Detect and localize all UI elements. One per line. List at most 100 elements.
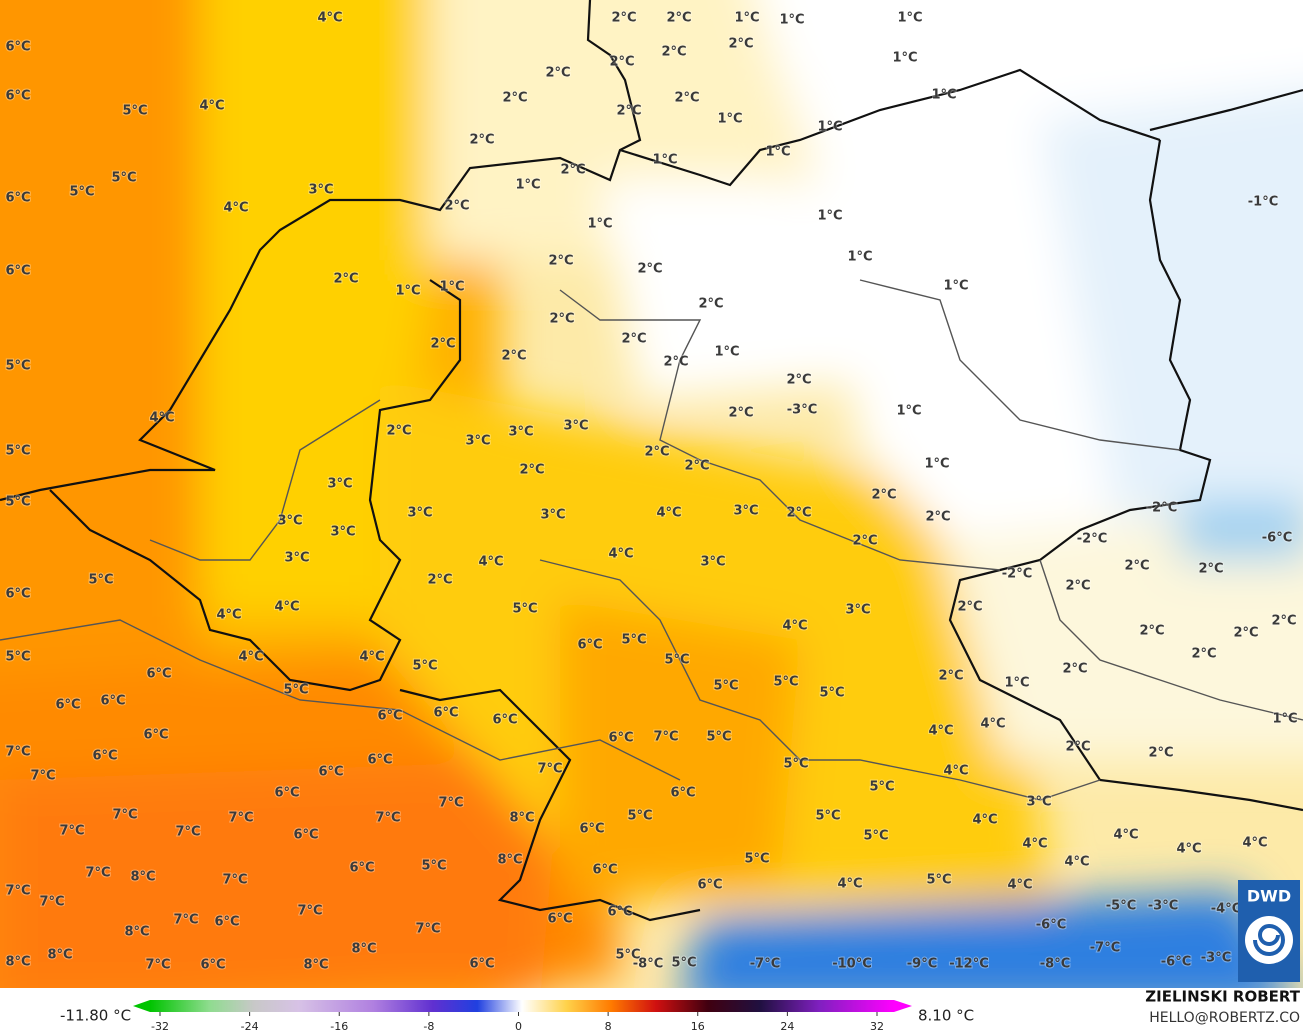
temp-label: 2°C xyxy=(674,91,699,106)
temp-label: 1°C xyxy=(897,11,922,26)
temp-label: 5°C xyxy=(815,809,840,824)
temp-label: 8°C xyxy=(5,955,30,970)
temp-label: 5°C xyxy=(88,573,113,588)
temp-label: 5°C xyxy=(773,675,798,690)
temp-label: -3°C xyxy=(787,403,817,418)
temp-label: 1°C xyxy=(395,284,420,299)
temp-label: 2°C xyxy=(1124,559,1149,574)
temp-label: 2°C xyxy=(560,163,585,178)
temp-label: -2°C xyxy=(1002,567,1032,582)
colorbar-tick-label: -8 xyxy=(423,1020,434,1033)
temp-label: 2°C xyxy=(786,373,811,388)
temp-label: 2°C xyxy=(637,262,662,277)
temp-label: 2°C xyxy=(548,254,573,269)
temp-label: 5°C xyxy=(5,359,30,374)
temp-label: 3°C xyxy=(465,434,490,449)
colorbar-low-end xyxy=(133,1000,150,1012)
temp-label: 7°C xyxy=(297,904,322,919)
temp-label: 2°C xyxy=(698,297,723,312)
temp-label: 7°C xyxy=(228,811,253,826)
temp-label: 4°C xyxy=(1176,842,1201,857)
temp-label: 6°C xyxy=(492,713,517,728)
temp-label: 3°C xyxy=(327,477,352,492)
temp-label: 6°C xyxy=(92,749,117,764)
temp-label: 7°C xyxy=(537,762,562,777)
temp-label: 2°C xyxy=(1148,746,1173,761)
colorbar-tick-label: 32 xyxy=(870,1020,884,1033)
temp-label: 4°C xyxy=(1007,878,1032,893)
temp-label: 5°C xyxy=(5,444,30,459)
temp-label: 2°C xyxy=(1191,647,1216,662)
legend-max: 8.10 °C xyxy=(918,1007,974,1025)
temp-label: 4°C xyxy=(972,813,997,828)
temp-label: 3°C xyxy=(1026,795,1051,810)
temp-label: 7°C xyxy=(5,745,30,760)
temp-label: 7°C xyxy=(145,958,170,973)
temp-label: 4°C xyxy=(216,608,241,623)
temp-label: 4°C xyxy=(1242,836,1267,851)
temp-label: 2°C xyxy=(661,45,686,60)
temp-label: 6°C xyxy=(318,765,343,780)
temp-label: 2°C xyxy=(430,337,455,352)
temp-label: 3°C xyxy=(508,425,533,440)
temp-label: 6°C xyxy=(214,915,239,930)
temp-label: 7°C xyxy=(222,873,247,888)
temp-label: 5°C xyxy=(713,679,738,694)
temp-label: 2°C xyxy=(621,332,646,347)
temp-label: 1°C xyxy=(1272,712,1297,727)
temp-label: 5°C xyxy=(664,653,689,668)
temp-label: 1°C xyxy=(765,145,790,160)
temp-label: 5°C xyxy=(69,185,94,200)
temp-label: -2°C xyxy=(1147,501,1177,516)
temp-label: 6°C xyxy=(274,786,299,801)
credit-email: HELLO@ROBERTZ.CO xyxy=(1149,1010,1300,1026)
colorbar-tick-label: -24 xyxy=(241,1020,259,1033)
temp-label: 1°C xyxy=(439,280,464,295)
temp-label: 4°C xyxy=(274,600,299,615)
temp-label: -9°C xyxy=(907,957,937,972)
temp-label: 1°C xyxy=(1004,676,1029,691)
temp-label: 6°C xyxy=(55,698,80,713)
temp-label: 2°C xyxy=(427,573,452,588)
temp-label: 6°C xyxy=(377,709,402,724)
temp-label: 5°C xyxy=(122,104,147,119)
temp-label: 5°C xyxy=(706,730,731,745)
temp-label: 2°C xyxy=(616,104,641,119)
temp-label: 7°C xyxy=(438,796,463,811)
temp-label: 6°C xyxy=(607,905,632,920)
temp-label: 5°C xyxy=(412,659,437,674)
temp-label: 4°C xyxy=(317,11,342,26)
temp-label: 6°C xyxy=(697,878,722,893)
temp-label: 3°C xyxy=(284,551,309,566)
temp-label: 7°C xyxy=(112,808,137,823)
colorbar-high-end xyxy=(894,1000,912,1012)
temp-label: 2°C xyxy=(1233,626,1258,641)
temp-label: 2°C xyxy=(1198,562,1223,577)
temp-label: 6°C xyxy=(547,912,572,927)
temp-label: 6°C xyxy=(592,863,617,878)
temp-label: -7°C xyxy=(750,957,780,972)
temp-label: 4°C xyxy=(837,877,862,892)
temp-label: 2°C xyxy=(957,600,982,615)
colorbar-tick-label: 24 xyxy=(780,1020,794,1033)
temp-label: 6°C xyxy=(5,264,30,279)
temp-label: 5°C xyxy=(869,780,894,795)
temp-label: -1°C xyxy=(1248,195,1278,210)
temp-label: 1°C xyxy=(515,178,540,193)
temp-label: 8°C xyxy=(47,948,72,963)
temp-label: 1°C xyxy=(931,88,956,103)
temp-label: 2°C xyxy=(666,11,691,26)
legend-min: -11.80 °C xyxy=(60,1007,131,1025)
temp-label: 2°C xyxy=(501,349,526,364)
temp-label: 7°C xyxy=(375,811,400,826)
temp-label: 3°C xyxy=(277,514,302,529)
temp-label: 3°C xyxy=(733,504,758,519)
temp-label: 5°C xyxy=(111,171,136,186)
temp-label: 5°C xyxy=(512,602,537,617)
colorbar-tick-label: 0 xyxy=(515,1020,522,1033)
temp-label: 3°C xyxy=(845,603,870,618)
temp-label: 4°C xyxy=(980,717,1005,732)
credit-name: ZIELINSKI ROBERT xyxy=(1145,988,1300,1006)
temp-label: 3°C xyxy=(330,525,355,540)
